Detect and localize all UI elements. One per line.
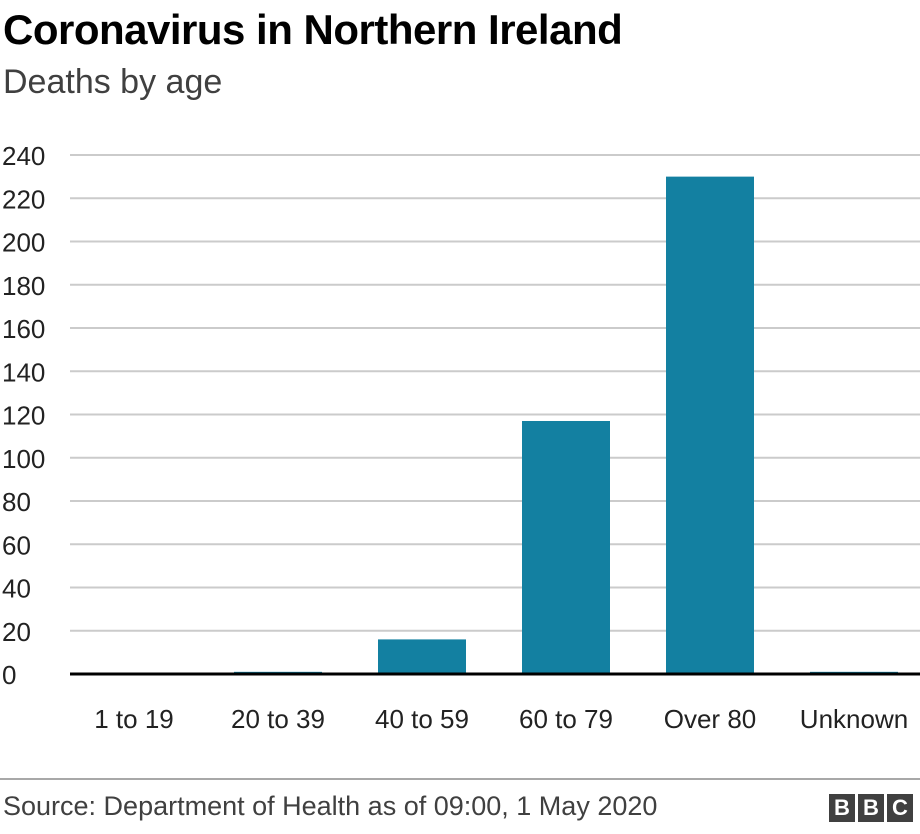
y-tick-label: 80	[2, 487, 31, 517]
bbc-logo-letter: B	[858, 794, 884, 822]
y-tick-label: 200	[2, 228, 45, 258]
y-tick-label: 160	[2, 314, 45, 344]
source-note: Source: Department of Health as of 09:00…	[3, 791, 658, 821]
y-tick-label: 40	[2, 574, 31, 604]
bar	[522, 420, 610, 674]
y-tick-label: 100	[2, 444, 45, 474]
y-tick-label: 220	[2, 184, 45, 214]
y-tick-label: 20	[2, 617, 31, 647]
y-tick-label: 140	[2, 357, 45, 387]
bar	[378, 639, 466, 674]
y-tick-label: 60	[2, 530, 31, 560]
y-tick-label: 120	[2, 401, 45, 431]
bbc-logo-letter: C	[887, 794, 913, 822]
bar	[666, 176, 754, 674]
y-tick-label: 0	[2, 660, 16, 690]
y-tick-label: 240	[2, 141, 45, 171]
chart-subtitle: Deaths by age	[3, 63, 223, 101]
x-tick-label: 40 to 59	[375, 704, 469, 734]
x-tick-label: 1 to 19	[94, 704, 174, 734]
x-tick-label: Unknown	[800, 704, 908, 734]
bbc-logo-letter: B	[829, 794, 855, 822]
bar-chart: 0 20 40 60 80 100 120 140 160 180 200 220 240 1 to 19…	[2, 141, 920, 734]
x-tick-label: 20 to 39	[231, 704, 325, 734]
x-tick-label: Over 80	[664, 704, 757, 734]
chart-title: Coronavirus in Northern Ireland	[3, 6, 623, 53]
footer-divider	[0, 778, 920, 780]
x-tick-label: 60 to 79	[519, 704, 613, 734]
bbc-logo: B B C	[829, 794, 913, 822]
y-tick-label: 180	[2, 271, 45, 301]
